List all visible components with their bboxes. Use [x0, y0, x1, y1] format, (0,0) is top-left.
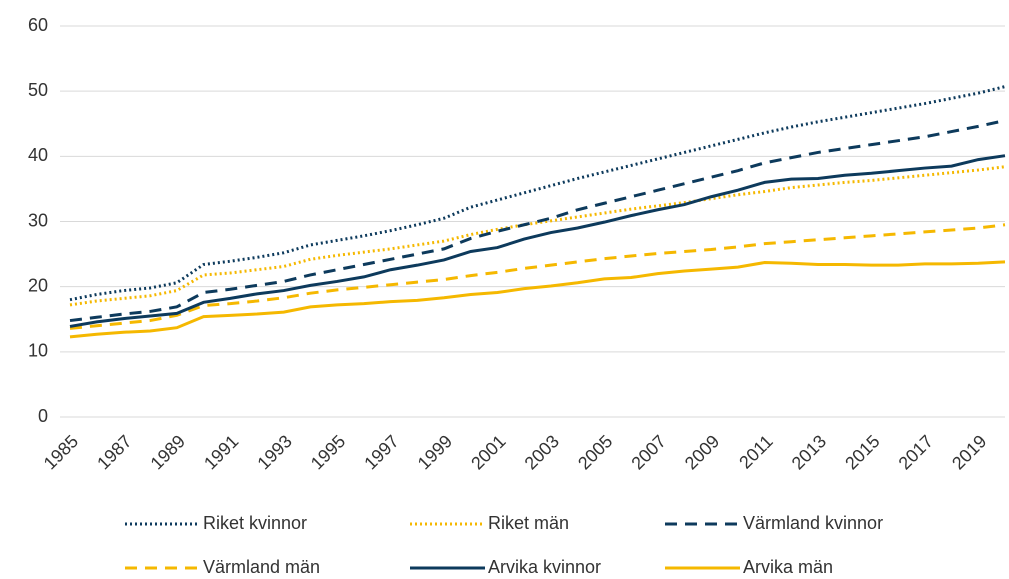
x-tick-label: 2001 — [467, 431, 509, 473]
y-tick-label: 20 — [28, 275, 48, 295]
x-tick-label: 1985 — [40, 431, 82, 473]
x-tick-label: 1999 — [414, 431, 456, 473]
x-tick-label: 2003 — [521, 431, 563, 473]
series-line — [69, 119, 1006, 323]
x-tick-label: 1993 — [253, 431, 295, 473]
y-tick-label: 50 — [28, 80, 48, 100]
x-tick-label: 2013 — [788, 431, 830, 473]
x-tick-label: 1991 — [200, 431, 242, 473]
x-tick-label: 2019 — [948, 431, 990, 473]
legend-label: Riket män — [488, 513, 569, 533]
x-tick-label: 1997 — [360, 431, 402, 473]
series-line — [69, 154, 1006, 328]
x-tick-label: 2007 — [627, 431, 669, 473]
y-tick-label: 30 — [28, 210, 48, 230]
y-tick-label: 0 — [38, 406, 48, 426]
x-tick-label: 1989 — [147, 431, 189, 473]
x-tick-label: 2015 — [841, 431, 883, 473]
series-line — [69, 85, 1006, 302]
x-tick-label: 2011 — [735, 431, 777, 473]
x-tick-label: 1987 — [93, 431, 135, 473]
legend-label: Arvika män — [743, 557, 833, 577]
series-line — [69, 223, 1006, 330]
legend-label: Värmland män — [203, 557, 320, 577]
legend-label: Värmland kvinnor — [743, 513, 883, 533]
x-tick-label: 1995 — [307, 431, 349, 473]
series-line — [69, 165, 1006, 307]
legend-label: Arvika kvinnor — [488, 557, 601, 577]
y-tick-label: 10 — [28, 341, 48, 361]
x-tick-label: 2017 — [895, 431, 937, 473]
y-tick-label: 60 — [28, 15, 48, 35]
series-line — [69, 260, 1006, 339]
legend-label: Riket kvinnor — [203, 513, 307, 533]
x-tick-label: 2005 — [574, 431, 616, 473]
y-tick-label: 40 — [28, 145, 48, 165]
x-tick-label: 2009 — [681, 431, 723, 473]
